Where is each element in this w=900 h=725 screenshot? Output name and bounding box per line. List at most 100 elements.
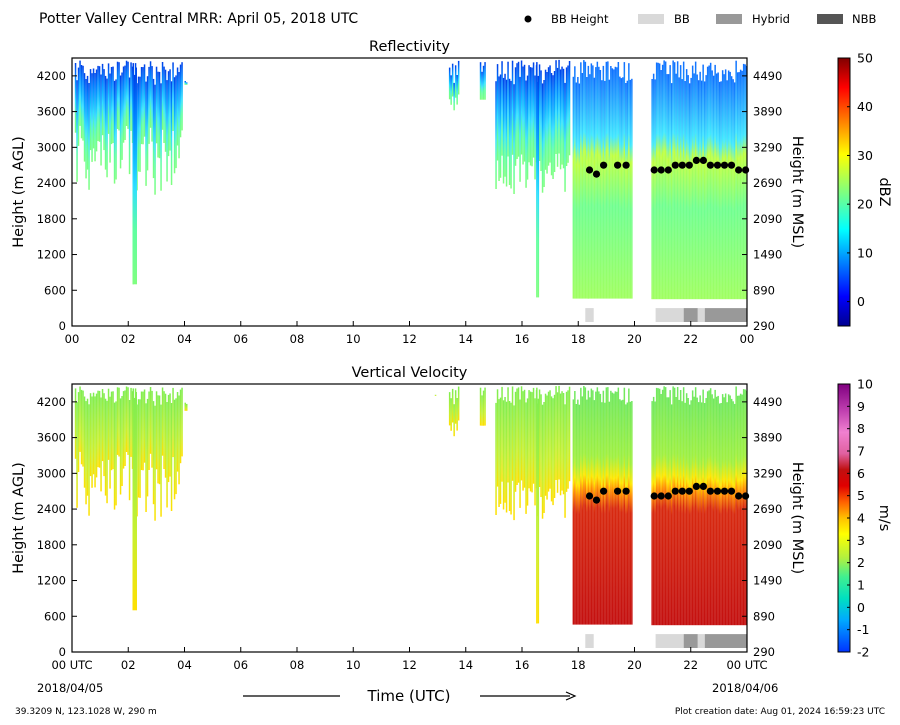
legend-label: BB Height — [551, 12, 609, 26]
heatmap-column — [516, 388, 518, 485]
heatmap-column — [699, 395, 701, 626]
heatmap-column — [166, 402, 168, 508]
heatmap-column — [450, 75, 452, 105]
heatmap-column — [502, 77, 505, 184]
heatmap-column — [526, 398, 529, 506]
heatmap-column — [727, 70, 730, 300]
heatmap-column — [672, 60, 674, 300]
heatmap-column — [116, 61, 119, 130]
heatmap-column — [651, 79, 653, 300]
heatmap-column — [540, 394, 542, 497]
heatmap-column — [599, 70, 602, 299]
x-tick-label: 12 — [402, 332, 417, 346]
heatmap-column — [587, 65, 590, 299]
x-tick-label: 10 — [346, 332, 361, 346]
heatmap-column — [104, 75, 107, 170]
x-tick-label: 14 — [458, 332, 473, 346]
heatmap-column — [109, 73, 111, 163]
heatmap-column — [660, 394, 662, 626]
heatmap-column — [451, 63, 454, 97]
heatmap-column — [531, 392, 533, 493]
heatmap-column — [142, 67, 144, 145]
bb-height-point — [742, 166, 750, 174]
heatmap-column — [700, 80, 703, 300]
heatmap-column — [684, 81, 686, 300]
heatmap-column — [667, 397, 670, 626]
heatmap-column — [592, 390, 594, 625]
heatmap-column — [529, 67, 532, 166]
heatmap-column — [534, 398, 536, 506]
colorbar-tick-label: 10 — [857, 245, 873, 260]
heatmap-column — [697, 80, 700, 300]
heatmap-column — [730, 398, 733, 626]
heatmap-column — [562, 68, 565, 169]
heatmap-column — [663, 60, 665, 300]
heatmap-column — [736, 72, 739, 300]
heatmap-column — [498, 76, 500, 181]
heatmap-column — [595, 67, 597, 299]
heatmap-column — [454, 390, 457, 424]
heatmap-column — [514, 67, 517, 166]
y-right-tick-label: 3290 — [753, 466, 782, 480]
heatmap-column — [675, 73, 677, 300]
arrow-right-icon — [565, 691, 577, 701]
heatmap-column — [660, 70, 662, 300]
location-text: 39.3209 N, 123.1028 W, 290 m — [15, 707, 157, 717]
x-tick-label: 06 — [233, 658, 248, 672]
heatmap-column — [451, 388, 454, 423]
heatmap-column — [561, 391, 563, 491]
heatmap-column — [103, 393, 105, 477]
heatmap-column — [519, 399, 521, 508]
heatmap-column — [520, 60, 523, 155]
heatmap-column — [616, 67, 618, 299]
bb-type-segment — [683, 308, 698, 322]
heatmap-column — [543, 80, 545, 187]
y-right-tick-label: 2690 — [753, 176, 782, 190]
heatmap-column — [622, 77, 624, 299]
heatmap-column — [696, 74, 698, 300]
heatmap-column — [136, 404, 138, 517]
heatmap-column — [546, 72, 548, 174]
heatmap-column — [92, 392, 95, 475]
heatmap-column — [155, 391, 158, 470]
heatmap-column — [175, 398, 177, 495]
y-axis-label: Height (m AGL) — [11, 136, 27, 248]
heatmap-column — [605, 61, 608, 299]
y-right-tick-label: 2690 — [753, 502, 782, 516]
heatmap-column — [664, 61, 667, 300]
heatmap-column — [657, 62, 659, 300]
heatmap-column — [711, 70, 713, 300]
heatmap-column — [457, 386, 460, 421]
heatmap-column — [583, 60, 585, 299]
bb-height-series — [585, 482, 750, 504]
y-tick-label: 0 — [59, 645, 66, 659]
heatmap-column — [623, 387, 626, 625]
heatmap-column — [125, 60, 128, 127]
heatmap-column — [504, 397, 506, 503]
heatmap-column — [553, 394, 556, 498]
heatmap-column — [732, 79, 734, 300]
heatmap-column — [547, 67, 550, 166]
heatmap-column — [132, 388, 134, 611]
heatmap-column — [142, 391, 144, 471]
heatmap-column — [715, 73, 718, 300]
heatmap-column — [115, 401, 117, 506]
heatmap-column — [74, 388, 77, 459]
heatmap-column — [501, 61, 503, 156]
heatmap-column — [137, 399, 140, 498]
bb-height-point — [650, 492, 658, 500]
heatmap-column — [687, 398, 689, 626]
heatmap-column — [593, 400, 596, 625]
heatmap-column — [540, 70, 542, 171]
colorbar-label: dBZ — [876, 177, 892, 206]
heatmap-column — [702, 64, 704, 300]
heatmap-column — [729, 395, 731, 626]
y-right-axis-label: Height (m MSL) — [789, 136, 805, 248]
heatmap-column — [163, 391, 165, 469]
heatmap-column — [118, 387, 120, 457]
heatmap-column — [651, 401, 653, 626]
bb-height-point — [713, 487, 722, 495]
heatmap-column — [124, 390, 126, 466]
heatmap-column — [97, 390, 99, 468]
